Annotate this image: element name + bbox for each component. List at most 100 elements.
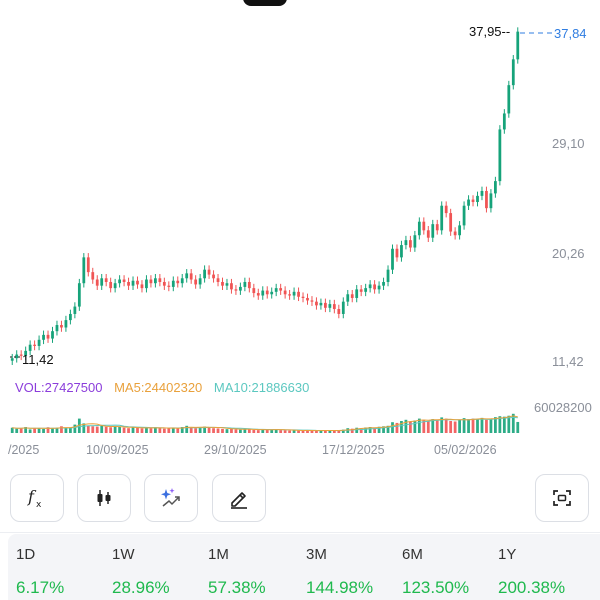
- x-tick-label: 29/10/2025: [204, 443, 267, 457]
- volume-bar: [51, 428, 54, 433]
- volume-bar: [64, 428, 68, 433]
- candle-body: [185, 273, 189, 279]
- candle-body: [328, 304, 332, 308]
- svg-text:f: f: [27, 487, 37, 506]
- candle-body: [288, 294, 291, 296]
- volume-bar: [315, 430, 318, 433]
- performance-panel: 1D 6.17% 1W 28.96% 1M 57.38% 3M 144.98% …: [8, 534, 600, 600]
- candle-body: [462, 205, 466, 226]
- candle-body: [480, 190, 484, 196]
- volume-bar: [485, 419, 488, 433]
- candle-body: [154, 278, 157, 284]
- function-fx-icon: f x: [27, 487, 42, 510]
- candle-body: [180, 278, 184, 284]
- period-label: 3M: [306, 546, 327, 563]
- candle-body: [136, 280, 139, 285]
- candle-body: [118, 279, 121, 284]
- fullscreen-button[interactable]: [535, 474, 589, 522]
- volume-bar: [60, 426, 63, 433]
- candle-type-button[interactable]: [77, 474, 131, 522]
- volume-bar: [341, 429, 345, 433]
- volume-bar: [502, 416, 506, 433]
- volume-max-label: 60028200: [534, 400, 592, 415]
- volume-bar: [19, 428, 23, 433]
- volume-bar: [15, 428, 19, 433]
- ai-analysis-button[interactable]: [144, 474, 198, 522]
- volume-bar: [149, 428, 153, 433]
- candle-body: [189, 273, 193, 280]
- candle-body: [221, 281, 224, 286]
- x-tick-label: 05/02/2026: [434, 443, 497, 457]
- x-tick-label: /2025: [8, 443, 40, 457]
- volume-bar: [332, 430, 336, 433]
- section-divider: [0, 532, 600, 533]
- candle-body: [15, 354, 19, 359]
- volume-bar: [86, 425, 90, 433]
- candle-body: [395, 248, 399, 258]
- candle-body: [359, 289, 363, 292]
- candle-body: [10, 358, 14, 361]
- volume-bar: [171, 427, 175, 433]
- volume-bar: [73, 424, 77, 433]
- volume-bar: [337, 430, 341, 433]
- volume-bar: [449, 421, 453, 433]
- candle-body: [216, 278, 220, 282]
- volume-bar: [458, 419, 461, 433]
- volume-bar: [391, 422, 394, 433]
- volume-bar: [243, 428, 247, 433]
- candle-body: [60, 325, 63, 328]
- volume-bar: [368, 427, 372, 433]
- volume-bar: [167, 428, 171, 433]
- candle-body: [400, 245, 403, 258]
- candle-body: [19, 354, 23, 356]
- volume-bar: [511, 413, 515, 433]
- candle-body: [109, 281, 113, 289]
- candle-body: [355, 289, 359, 298]
- candle-body: [95, 279, 99, 286]
- candle-body: [409, 240, 412, 248]
- candle-body: [24, 350, 28, 356]
- candle-body: [140, 284, 144, 289]
- y-tick-label: 29,10: [552, 136, 585, 151]
- volume-bar: [154, 427, 157, 433]
- volume-bar: [413, 420, 417, 433]
- candle-body: [301, 296, 305, 298]
- volume-bar: [377, 426, 381, 433]
- candle-body: [176, 280, 180, 284]
- volume-bar: [297, 430, 300, 433]
- volume-bar: [507, 415, 511, 433]
- period-label: 6M: [402, 546, 423, 563]
- volume-bar: [261, 429, 265, 433]
- candle-body: [310, 300, 314, 302]
- candle-body: [453, 231, 457, 236]
- volume-bar: [216, 428, 220, 433]
- price-chart[interactable]: [0, 0, 600, 460]
- candle-body: [516, 31, 520, 60]
- volume-bar: [140, 428, 144, 433]
- period-change: 200.38%: [498, 578, 566, 597]
- volume-bar: [189, 427, 193, 433]
- candle-body: [292, 291, 296, 296]
- volume-bar: [247, 429, 251, 433]
- candle-body: [265, 290, 269, 295]
- volume-bar: [404, 419, 408, 433]
- volume-bar: [467, 419, 470, 433]
- volume-bar: [471, 418, 475, 433]
- volume-bar: [350, 428, 354, 433]
- indicator-button[interactable]: f x: [10, 474, 64, 522]
- draw-button[interactable]: [212, 474, 266, 522]
- candle-body: [417, 221, 421, 236]
- period-label: 1M: [208, 546, 229, 563]
- candle-body: [33, 344, 36, 346]
- volume-bar: [422, 419, 426, 433]
- candle-body: [297, 291, 300, 297]
- candle-body: [413, 235, 417, 248]
- candle-body: [404, 240, 408, 246]
- volume-bar: [431, 419, 435, 433]
- volume-bar: [489, 418, 493, 433]
- svg-text:x: x: [36, 500, 42, 510]
- candle-body: [332, 304, 336, 310]
- volume-bar: [225, 429, 229, 433]
- candle-body: [382, 281, 385, 286]
- candle-body: [230, 283, 233, 290]
